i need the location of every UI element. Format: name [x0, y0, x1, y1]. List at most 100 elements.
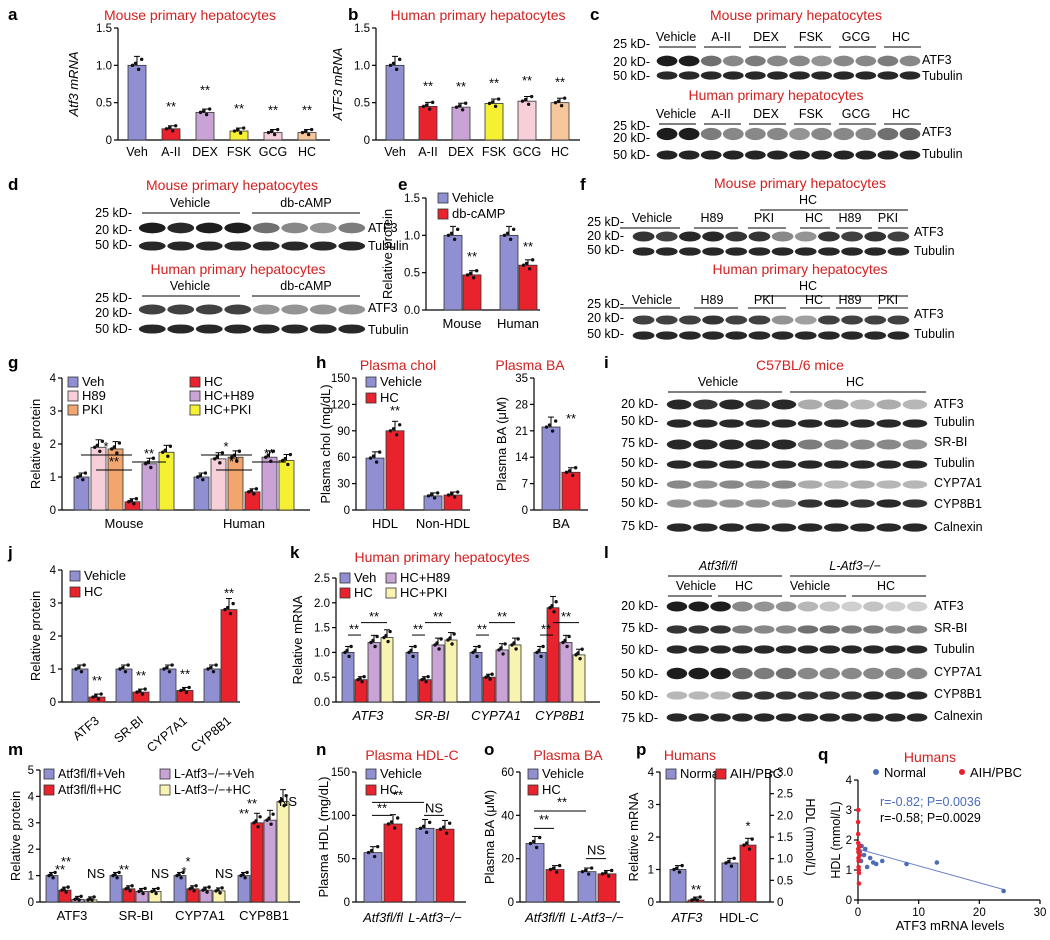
data-point [136, 67, 141, 72]
bar [276, 801, 290, 903]
blot-band [771, 460, 797, 469]
data-point [576, 651, 580, 655]
data-point [243, 876, 247, 880]
blot-band [678, 127, 700, 141]
legend-swatch [69, 586, 81, 598]
bar [469, 652, 483, 703]
blot-tubulin [656, 71, 921, 80]
significance-mark: ** [423, 78, 433, 93]
panel-title: Humans [664, 747, 716, 763]
blot-band [224, 304, 252, 315]
legend-label: AIH/PBC [730, 766, 782, 781]
y-tick-label: 4 [28, 791, 35, 803]
stat-annotation: r=-0.58; P=0.0029 [880, 811, 981, 825]
blot-band [745, 499, 771, 508]
x-tick-label: 0 [855, 907, 861, 919]
bar [669, 869, 687, 903]
y-tick-label: 5 [28, 765, 34, 777]
blot-atf3 [632, 315, 910, 325]
data-point [165, 665, 169, 670]
data-point [271, 812, 275, 816]
blot-band [864, 315, 887, 325]
data-point [527, 267, 532, 271]
bar [431, 644, 445, 703]
blot-band [678, 55, 700, 67]
lane-label: A-II [711, 30, 730, 44]
significance-mark: ** [557, 795, 567, 810]
data-point [173, 124, 178, 128]
data-point [516, 637, 520, 641]
data-point [747, 847, 752, 851]
legend-swatch [715, 768, 727, 780]
data-point [457, 104, 462, 108]
blot-band [722, 71, 744, 80]
significance-mark: ** [264, 446, 274, 461]
data-point [493, 104, 498, 109]
regression-line [857, 848, 1004, 890]
data-point [441, 825, 446, 829]
data-point [94, 694, 98, 698]
significance-mark: ** [180, 666, 190, 681]
data-point [151, 456, 156, 460]
bar [193, 476, 210, 511]
data-point [397, 57, 402, 62]
y-tick-label: 4 [50, 373, 57, 385]
significance-mark: ** [561, 609, 571, 624]
x-tick-label: SR-BI [119, 908, 154, 923]
kd-marker: 50 kD- [621, 689, 658, 703]
panel-letter-l: l [604, 543, 609, 562]
data-point [182, 687, 186, 692]
protein-label: ATF3 [368, 221, 398, 235]
significance-mark: ** [393, 788, 403, 803]
blot-band [797, 523, 823, 532]
lane-label: HC [799, 193, 817, 207]
legend-swatch [159, 768, 171, 780]
bar [405, 652, 419, 703]
data-point [523, 97, 528, 102]
y-tick-label: 1.0 [404, 230, 420, 242]
blot-band [833, 127, 855, 141]
bar [418, 679, 432, 703]
bar [250, 822, 264, 903]
scatter-point [856, 807, 861, 813]
legend-marker [959, 769, 965, 775]
significance-mark: ** [566, 411, 576, 426]
data-point [281, 458, 285, 463]
data-point [284, 793, 288, 798]
y-tick-label: 4 [50, 565, 57, 577]
data-point [211, 669, 216, 674]
legend-swatch [365, 376, 377, 388]
bar [90, 446, 107, 511]
blot-band [692, 480, 718, 489]
data-point [235, 459, 239, 463]
blot-band [688, 713, 710, 722]
bar [263, 132, 283, 141]
legend-label: HC [542, 782, 561, 797]
legend-label: PKI [82, 402, 103, 417]
blot-band [744, 150, 766, 160]
blot-tubulin [632, 247, 910, 256]
significance-mark: ** [349, 622, 359, 637]
data-point [544, 425, 549, 429]
blot-band [906, 601, 928, 612]
data-point [422, 676, 426, 681]
panel-letter-p: p [636, 740, 646, 759]
blot-band [818, 247, 840, 256]
blot-band [719, 499, 744, 508]
data-point [258, 815, 262, 819]
significance-mark: ** [413, 622, 423, 637]
legend-swatch [67, 376, 79, 388]
data-point [209, 665, 213, 670]
significance-mark: ** [239, 806, 249, 821]
blot-band [906, 691, 928, 700]
scatter-point [867, 855, 873, 861]
blot-band [789, 71, 810, 80]
data-point [269, 129, 274, 134]
data-point [556, 99, 561, 103]
legend-label: AIH/PBC [970, 765, 1022, 780]
blot-band [841, 625, 862, 634]
y-tick-label: 90 [337, 426, 350, 438]
data-point [223, 607, 227, 612]
legend-swatch [437, 192, 449, 204]
lane-label: HC [805, 211, 823, 225]
